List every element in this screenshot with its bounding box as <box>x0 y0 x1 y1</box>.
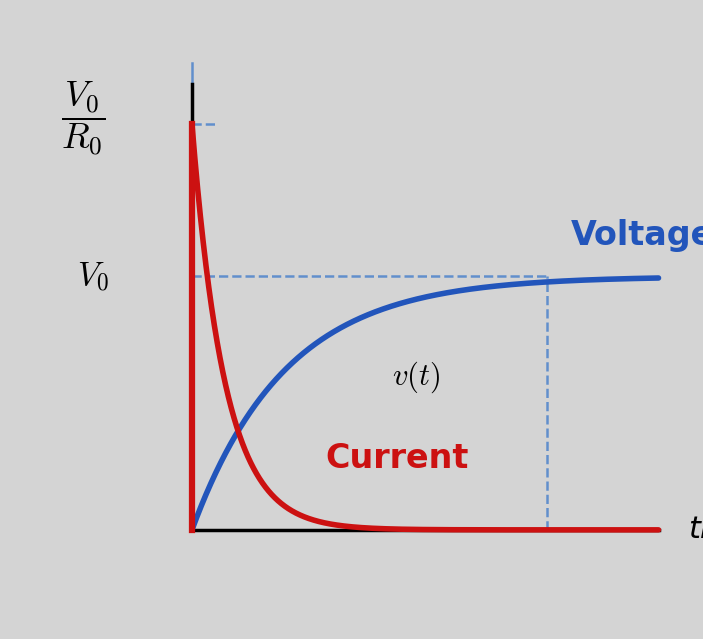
Text: Current: Current <box>325 442 469 475</box>
Text: $V_0$: $V_0$ <box>77 260 109 293</box>
Text: $\dfrac{V_0}{R_0}$: $\dfrac{V_0}{R_0}$ <box>60 80 105 158</box>
Text: time: time <box>688 516 703 544</box>
Text: $v(t)$: $v(t)$ <box>392 360 440 396</box>
Text: Voltage: Voltage <box>571 219 703 252</box>
